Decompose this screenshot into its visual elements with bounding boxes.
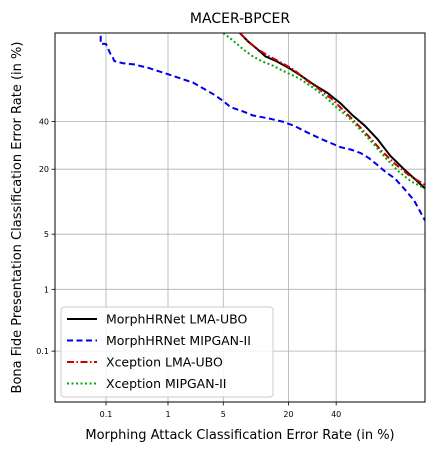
series-line-3 (239, 33, 425, 186)
y-tick-label: 0.1 (36, 347, 49, 356)
x-tick-label: 5 (221, 410, 226, 419)
chart-title: MACER-BPCER (190, 11, 290, 27)
legend-box (60, 306, 274, 398)
x-ticks: 0.1 1 5 20 40 (100, 402, 341, 419)
series-line-1 (239, 33, 425, 190)
y-ticks: 0.1 1 5 20 40 (36, 118, 55, 356)
x-tick-label: 20 (283, 410, 293, 419)
plot-frame (54, 32, 426, 403)
legend-label-4: Xception MIPGAN-II (106, 376, 226, 391)
x-axis-label: Morphing Attack Classification Error Rat… (85, 428, 394, 443)
y-axis-label: Bona Fide Presentation Classification Er… (10, 42, 25, 394)
series-line-4 (222, 33, 425, 190)
y-tick-label: 20 (39, 165, 49, 174)
x-tick-label: 0.1 (100, 410, 113, 419)
legend-label-1: MorphHRNet LMA-UBO (106, 312, 247, 327)
legend-label-2: MorphHRNet MIPGAN-II (106, 333, 251, 348)
y-tick-label: 1 (44, 285, 49, 294)
x-tick-label: 1 (165, 410, 170, 419)
series-layer (99, 33, 425, 221)
legend-label-3: Xception LMA-UBO (106, 355, 223, 370)
y-tick-label: 40 (39, 118, 49, 127)
y-tick-label: 5 (44, 230, 49, 239)
legend: MorphHRNet LMA-UBO MorphHRNet MIPGAN-II Xc… (60, 306, 274, 398)
series-line-2 (99, 35, 425, 221)
x-tick-label: 40 (331, 410, 341, 419)
